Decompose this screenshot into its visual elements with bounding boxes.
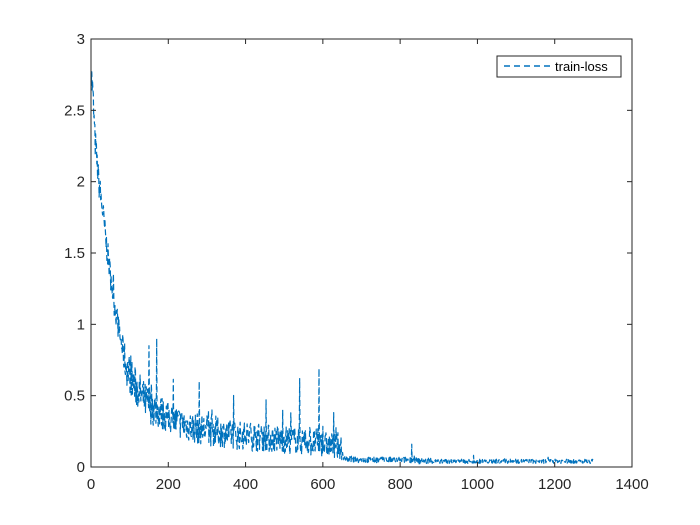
x-tick-label: 1200 (538, 476, 571, 493)
x-tick-label: 200 (156, 476, 181, 493)
x-tick-label: 1400 (615, 476, 648, 493)
series-layer (90, 71, 594, 465)
y-tick-label: 0 (77, 459, 85, 476)
y-tick-label: 2.5 (64, 102, 85, 119)
y-tick-label: 0.5 (64, 388, 85, 405)
x-tick-label: 1000 (461, 476, 494, 493)
series-line-train-loss (90, 71, 594, 465)
tick-layer: 0 200 400 600 800 1000 1200 1400 0 0.5 1 1.5 2 2.5 3 (64, 31, 649, 493)
legend-label: train-loss (555, 59, 608, 74)
x-tick-label: 800 (388, 476, 413, 493)
plot-area (91, 39, 632, 467)
y-tick-label: 3 (77, 31, 85, 48)
x-tick-label: 400 (233, 476, 258, 493)
x-tick-label: 600 (310, 476, 335, 493)
y-tick-label: 1.5 (64, 245, 85, 262)
legend-box (496, 55, 622, 78)
x-tick-label: 0 (87, 476, 95, 493)
y-tick-label: 2 (77, 174, 85, 191)
legend: train-loss (496, 55, 622, 78)
y-tick-label: 1 (77, 316, 85, 333)
